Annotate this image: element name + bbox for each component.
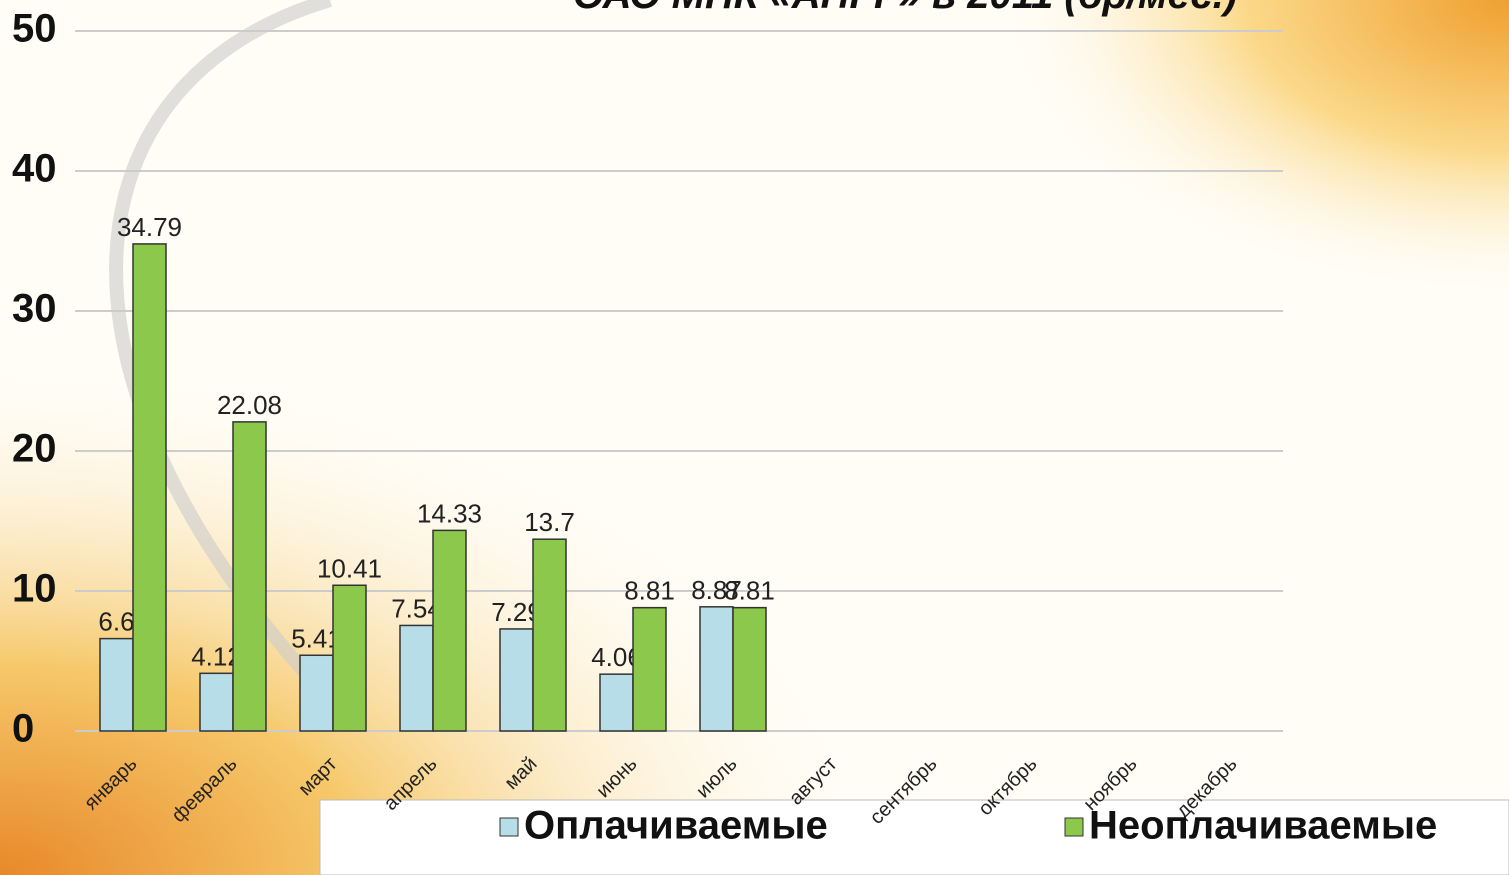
background-swirl <box>0 0 1509 875</box>
bar <box>200 673 233 731</box>
bar <box>600 674 633 731</box>
y-tick-label: 10 <box>12 567 57 611</box>
bar <box>700 607 733 731</box>
bar <box>433 530 466 731</box>
y-tick-label: 50 <box>12 7 57 51</box>
bar <box>233 422 266 731</box>
bar <box>133 244 166 731</box>
bar <box>400 625 433 731</box>
value-label: 34.79 <box>117 212 182 242</box>
value-label: 22.08 <box>217 390 282 420</box>
legend-swatch <box>1065 818 1083 836</box>
y-tick-label: 30 <box>12 287 57 331</box>
page: {"chart_data": {"type": "bar", "title": … <box>0 0 1509 875</box>
value-label: 14.33 <box>417 498 482 528</box>
chart: ОАО МПК «АНГГ» в 2011 (бр/мес.) 0 10 20 30 4… <box>0 0 1509 875</box>
value-label: 13.7 <box>524 507 575 537</box>
value-label: 10.41 <box>317 553 382 583</box>
y-tick-label: 0 <box>12 707 34 751</box>
bar <box>333 585 366 731</box>
y-tick-label: 20 <box>12 427 57 471</box>
value-label: 8.81 <box>724 576 775 606</box>
bar <box>500 629 533 731</box>
y-tick-label: 40 <box>12 147 57 191</box>
bar <box>633 608 666 731</box>
value-label: 6.6 <box>98 607 134 637</box>
legend-swatch <box>500 818 518 836</box>
bar <box>533 539 566 731</box>
legend-label: Неоплачиваемые <box>1089 804 1437 848</box>
bar <box>733 608 766 731</box>
bar <box>300 655 333 731</box>
legend-label: Оплачиваемые <box>524 804 828 848</box>
value-label: 8.81 <box>624 576 675 606</box>
bar <box>100 639 133 731</box>
chart-title: ОАО МПК «АНГГ» в 2011 (бр/мес.) <box>573 0 1237 17</box>
